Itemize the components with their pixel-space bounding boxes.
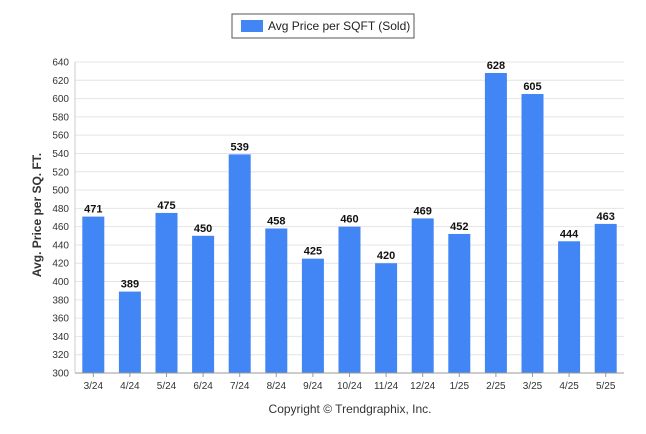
y-tick-label: 500: [52, 186, 69, 197]
bar: [265, 228, 288, 373]
y-tick-label: 560: [52, 131, 69, 142]
legend: Avg Price per SQFT (Sold): [231, 13, 415, 39]
bars: [82, 72, 617, 373]
bar-value-label: 452: [450, 221, 468, 233]
bar: [301, 258, 324, 373]
bar-value-label: 458: [267, 215, 285, 227]
y-tick-label: 620: [52, 76, 69, 87]
y-tick-label: 440: [52, 240, 69, 251]
y-tick-label: 300: [52, 369, 69, 380]
bar-value-labels: 471 389 475 450 539 458 425 460 420 469 452 628 605 4…: [84, 60, 615, 291]
x-tick-label: 1/25: [450, 381, 470, 392]
bar: [448, 233, 471, 373]
bar: [411, 218, 434, 373]
x-tick-label: 4/24: [120, 381, 140, 392]
x-tick-label: 9/24: [303, 381, 323, 392]
x-tick-label: 6/24: [193, 381, 213, 392]
bar-value-label: 425: [304, 246, 322, 258]
y-tick-label: 400: [52, 277, 69, 288]
x-tick-label: 12/24: [410, 381, 435, 392]
bar-value-label: 605: [523, 81, 541, 93]
x-tick-label: 2/25: [486, 381, 506, 392]
bar-value-label: 471: [84, 204, 102, 216]
bar: [155, 212, 178, 373]
y-tick-label: 540: [52, 149, 69, 160]
bar: [338, 226, 361, 373]
bar: [228, 154, 251, 373]
bar: [375, 263, 398, 373]
y-tick-label: 460: [52, 222, 69, 233]
y-axis-title: Avg. Price per SQ. FT.: [30, 153, 44, 277]
y-tick-label: 580: [52, 112, 69, 123]
bar-value-label: 450: [194, 223, 212, 235]
y-tick-label: 420: [52, 259, 69, 270]
copyright-credit: Copyright © Trendgraphix, Inc.: [269, 402, 432, 416]
x-tick-label: 4/25: [559, 381, 579, 392]
y-axis-ticks: 300 320 340 360 380 400 420 440 460 480 500 520 540 5…: [52, 58, 69, 380]
y-tick-label: 600: [52, 94, 69, 105]
bar: [594, 223, 617, 373]
y-tick-label: 520: [52, 167, 69, 178]
y-tick-label: 640: [52, 58, 69, 69]
x-tick-label: 5/24: [157, 381, 177, 392]
y-tick-label: 340: [52, 332, 69, 343]
x-tick-label: 10/24: [337, 381, 362, 392]
bar: [82, 216, 105, 373]
bar: [118, 291, 141, 373]
bar: [558, 241, 581, 373]
x-tick-label: 7/24: [230, 381, 250, 392]
legend-label: Avg Price per SQFT (Sold): [268, 19, 410, 33]
y-tick-label: 480: [52, 204, 69, 215]
bar: [192, 235, 215, 373]
bar-value-label: 475: [157, 200, 175, 212]
bar-value-label: 539: [231, 141, 249, 153]
x-axis-ticks: 3/24 4/24 5/24 6/24 7/24 8/24 9/24 10/24 11/24 12…: [84, 373, 616, 392]
x-tick-label: 3/24: [84, 381, 104, 392]
bar-value-label: 389: [121, 279, 139, 291]
bar: [521, 94, 544, 373]
bar: [484, 72, 507, 373]
legend-swatch: [241, 20, 263, 32]
y-tick-label: 320: [52, 350, 69, 361]
bar-value-label: 469: [414, 205, 432, 217]
x-tick-label: 5/25: [596, 381, 616, 392]
x-tick-label: 8/24: [267, 381, 287, 392]
bar-value-label: 420: [377, 250, 395, 262]
x-tick-label: 3/25: [523, 381, 543, 392]
y-tick-label: 380: [52, 295, 69, 306]
bar-value-label: 444: [560, 228, 579, 240]
y-tick-label: 360: [52, 314, 69, 325]
bar-value-label: 463: [597, 211, 615, 223]
bar-value-label: 460: [340, 214, 358, 226]
bar-value-label: 628: [487, 60, 505, 72]
x-tick-label: 11/24: [374, 381, 399, 392]
